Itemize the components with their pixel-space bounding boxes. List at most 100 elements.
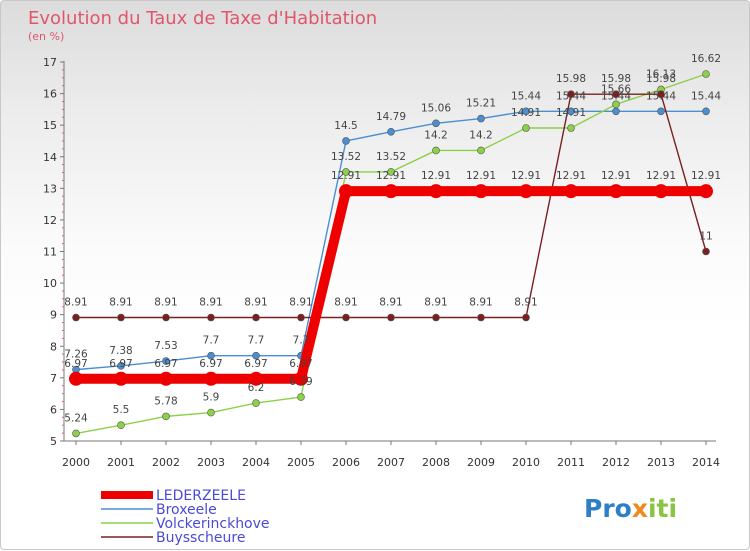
data-label-buysscheure: 15.98 — [556, 73, 586, 85]
data-point-volckerinckhove — [207, 408, 215, 417]
data-point-buysscheure — [117, 313, 125, 322]
x-tick-label: 2014 — [692, 456, 720, 469]
data-point-broxeele — [702, 107, 710, 116]
data-point-lederzeele — [69, 371, 83, 386]
data-point-buysscheure — [702, 247, 710, 256]
data-point-buysscheure — [522, 313, 530, 322]
data-point-buysscheure — [657, 90, 665, 99]
data-point-volckerinckhove — [297, 393, 305, 401]
legend-label: LEDERZEELE — [156, 488, 246, 504]
data-point-broxeele — [117, 362, 125, 370]
legend-label: Buysscheure — [156, 530, 245, 546]
svg-text:Proxiti: Proxiti — [584, 494, 677, 523]
data-label-broxeele: 14.5 — [334, 120, 357, 132]
data-label-buysscheure: 8.91 — [514, 297, 537, 309]
data-label-buysscheure: 8.91 — [244, 297, 267, 309]
data-point-lederzeele — [564, 184, 578, 199]
legend-label: Volckerinckhove — [156, 516, 270, 532]
y-tick-label: 13 — [43, 182, 57, 195]
data-point-broxeele — [252, 351, 260, 360]
data-point-lederzeele — [699, 184, 713, 199]
data-label-lederzeele: 6.97 — [289, 358, 312, 370]
data-label-broxeele: 15.44 — [511, 90, 541, 102]
data-point-buysscheure — [342, 313, 350, 322]
data-label-buysscheure: 15.98 — [601, 73, 631, 85]
y-tick-label: 9 — [50, 309, 57, 322]
x-tick-label: 2002 — [152, 456, 180, 469]
data-label-buysscheure: 8.91 — [424, 297, 447, 309]
data-label-broxeele: 7.7 — [248, 335, 265, 347]
data-label-buysscheure: 8.91 — [334, 297, 357, 309]
y-tick-label: 6 — [50, 403, 57, 416]
data-point-volckerinckhove — [72, 429, 80, 438]
data-label-volckerinckhove: 5.24 — [64, 412, 88, 424]
data-point-lederzeele — [654, 184, 668, 199]
y-tick-label: 12 — [43, 214, 57, 227]
data-label-lederzeele: 12.91 — [376, 170, 406, 182]
x-tick-label: 2008 — [422, 456, 450, 469]
data-point-lederzeele — [474, 184, 488, 199]
y-tick-label: 14 — [43, 151, 57, 164]
y-tick-label: 16 — [43, 88, 57, 101]
logo-part-2: x — [632, 494, 648, 523]
data-label-broxeele: 15.21 — [466, 98, 496, 110]
x-tick-label: 2013 — [647, 456, 675, 469]
data-label-broxeele: 15.44 — [601, 90, 631, 102]
data-label-broxeele: 15.44 — [646, 90, 676, 102]
data-label-volckerinckhove: 15.66 — [601, 83, 631, 95]
data-point-buysscheure — [612, 90, 620, 99]
data-label-lederzeele: 12.91 — [511, 170, 541, 182]
x-tick-label: 2000 — [62, 456, 90, 469]
data-point-buysscheure — [387, 313, 395, 322]
data-point-lederzeele — [249, 371, 263, 386]
data-point-volckerinckhove — [567, 124, 575, 132]
data-label-lederzeele: 6.97 — [109, 358, 132, 370]
data-label-volckerinckhove: 14.2 — [424, 129, 447, 141]
legend-label: Broxeele — [156, 502, 217, 518]
legend: LEDERZEELEBroxeeleVolckerinckhoveBuyssch… — [101, 488, 270, 546]
data-point-broxeele — [522, 107, 530, 116]
data-label-broxeele: 15.44 — [556, 90, 586, 102]
x-tick-label: 2007 — [377, 456, 405, 469]
data-label-volckerinckhove: 16.62 — [691, 53, 721, 65]
data-point-lederzeele — [114, 371, 128, 386]
x-tick-label: 2012 — [602, 456, 630, 469]
data-label-lederzeele: 6.97 — [244, 358, 267, 370]
data-point-buysscheure — [477, 313, 485, 322]
data-point-broxeele — [162, 357, 170, 365]
data-label-broxeele: 7.7 — [203, 335, 220, 347]
series-layer — [69, 70, 713, 438]
data-point-lederzeele — [159, 371, 173, 386]
data-point-volckerinckhove — [252, 399, 260, 407]
chart-subtitle: (en %) — [28, 30, 64, 43]
y-axis-ticks: 5 6 7 8 9 10 11 12 13 14 15 16 17 — [43, 56, 64, 448]
data-point-buysscheure — [567, 90, 575, 99]
x-tick-label: 2010 — [512, 456, 540, 469]
x-tick-label: 2011 — [557, 456, 585, 469]
data-point-volckerinckhove — [387, 168, 395, 176]
data-label-volckerinckhove: 6.2 — [248, 382, 265, 394]
data-point-broxeele — [207, 351, 215, 360]
data-point-broxeele — [432, 119, 440, 128]
data-label-broxeele: 14.79 — [376, 111, 406, 123]
x-tick-label: 2005 — [287, 456, 315, 469]
data-label-broxeele: 7.53 — [154, 340, 177, 352]
data-point-volckerinckhove — [162, 412, 170, 421]
data-point-buysscheure — [432, 313, 440, 322]
data-label-volckerinckhove: 5.78 — [154, 395, 177, 407]
data-point-broxeele — [342, 137, 350, 145]
data-label-lederzeele: 6.97 — [199, 358, 222, 370]
data-point-lederzeele — [609, 184, 623, 199]
proxiti-logo: Proxiti — [584, 494, 677, 523]
x-axis-ticks: 2000 2001 2002 2003 2004 2005 2006 2007 2008 2009… — [62, 441, 720, 469]
data-point-lederzeele — [294, 371, 308, 386]
data-label-volckerinckhove: 16.13 — [646, 68, 676, 80]
x-tick-label: 2006 — [332, 456, 360, 469]
series-line-buysscheure — [76, 93, 707, 319]
data-point-broxeele — [612, 107, 620, 116]
data-point-volckerinckhove — [477, 146, 485, 155]
data-label-volckerinckhove: 13.52 — [376, 151, 406, 163]
data-point-lederzeele — [384, 184, 398, 199]
data-label-lederzeele: 12.91 — [331, 170, 361, 182]
